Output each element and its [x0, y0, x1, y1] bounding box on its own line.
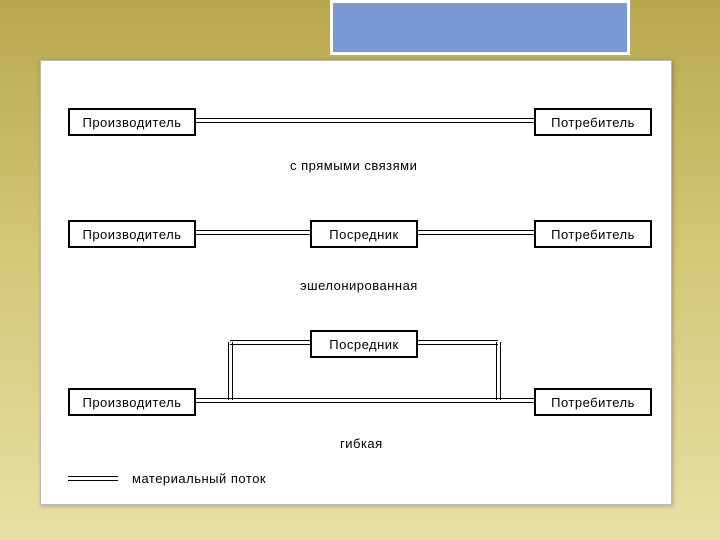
- caption-direct: с прямыми связями: [290, 158, 417, 173]
- legend-line-icon: [68, 476, 118, 481]
- edge: [228, 342, 233, 400]
- node-intermediary-row3: Посредник: [310, 330, 418, 358]
- node-label: Посредник: [329, 227, 398, 242]
- node-intermediary-row2: Посредник: [310, 220, 418, 248]
- edge: [230, 340, 310, 345]
- node-label: Производитель: [82, 115, 181, 130]
- edge: [196, 118, 534, 123]
- node-label: Посредник: [329, 337, 398, 352]
- node-label: Производитель: [82, 227, 181, 242]
- node-consumer-row2: Потребитель: [534, 220, 652, 248]
- node-label: Потребитель: [551, 115, 635, 130]
- edge: [418, 340, 498, 345]
- node-producer-row1: Производитель: [68, 108, 196, 136]
- caption-flexible: гибкая: [340, 436, 383, 451]
- edge: [496, 342, 501, 400]
- node-producer-row2: Производитель: [68, 220, 196, 248]
- edge: [196, 398, 534, 403]
- node-label: Потребитель: [551, 395, 635, 410]
- node-label: Производитель: [82, 395, 181, 410]
- header-rectangle: [330, 0, 630, 55]
- node-producer-row3: Производитель: [68, 388, 196, 416]
- edge: [196, 230, 310, 235]
- edge: [418, 230, 534, 235]
- node-consumer-row3: Потребитель: [534, 388, 652, 416]
- caption-echelon: эшелонированная: [300, 278, 418, 293]
- legend-text: материальный поток: [132, 471, 266, 486]
- node-label: Потребитель: [551, 227, 635, 242]
- node-consumer-row1: Потребитель: [534, 108, 652, 136]
